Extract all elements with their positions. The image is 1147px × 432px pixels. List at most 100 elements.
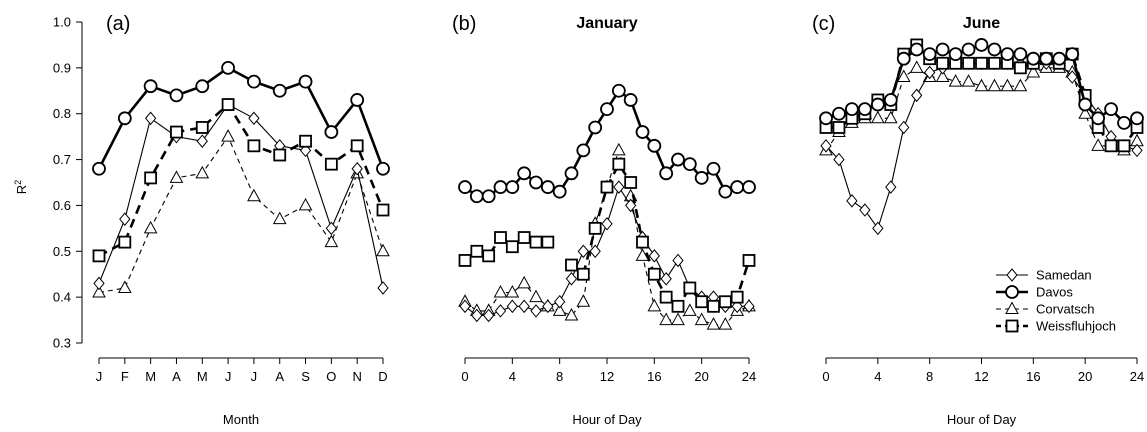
panel-1: (a) 0.3 0.4 0.5 0.6 0.7 0.8 0.9 1.0 J F M A M J J A S O N D M… [53,13,390,427]
data-point [695,295,709,309]
data-point [483,308,495,323]
data-point [195,165,210,179]
data-point [247,188,261,202]
data-point [505,180,520,194]
data-point [506,299,518,314]
data-point [1013,78,1028,92]
series-weissfluhjoch [458,157,756,313]
x-tick-label: 12 [974,369,988,384]
data-point [647,298,662,312]
data-point [195,121,209,134]
data-point [859,203,871,217]
panel-2: (b) January 0 4 8 12 16 20 24 Hour of Day [452,13,756,427]
data-point [324,125,339,139]
data-point [1065,47,1080,61]
data-point [143,220,158,234]
series-line [98,103,384,289]
data-point [221,129,235,142]
data-point [742,254,756,267]
data-point [987,42,1002,57]
data-point [493,285,508,298]
data-point [625,198,637,213]
data-point [962,56,975,70]
y-tick-label: 0.6 [53,198,71,213]
data-point [248,111,260,126]
data-point [589,244,601,259]
legend-marker [1005,319,1019,333]
data-point [706,161,721,176]
x-tick-label: D [378,369,387,384]
data-point [576,267,590,281]
data-point [671,312,685,326]
panel-label: (a) [106,13,130,35]
data-point [530,304,542,318]
data-point [517,231,531,244]
series-line [98,103,385,258]
legend-marker [1006,268,1018,282]
x-tick-label: 8 [556,369,563,384]
series-davos [92,60,390,176]
data-point [683,281,697,295]
data-point [470,244,484,258]
data-point [1078,97,1093,112]
data-point [935,42,950,57]
data-point [92,161,106,176]
data-point [1013,47,1028,61]
data-point [612,157,626,171]
x-axis: J F M A M J J A S O N D Month [96,357,388,427]
data-point [565,258,578,272]
data-point [518,299,530,314]
data-point [1078,106,1093,119]
data-point [635,125,650,139]
data-point [671,299,685,313]
data-point [694,171,709,185]
data-point [743,299,755,314]
x-tick-label: 24 [1130,369,1144,384]
data-point [659,312,674,326]
data-point [469,189,484,204]
data-point [682,303,697,316]
data-point [961,42,976,57]
data-point [298,197,313,211]
data-point [273,148,287,162]
data-point [1052,51,1067,66]
series-weissfluhjoch [92,98,390,263]
data-point [144,111,157,126]
data-point [833,152,845,167]
data-point [117,111,132,126]
data-point [623,93,638,107]
data-point [706,317,721,330]
data-point [974,38,989,52]
x-axis-title: Month [223,412,259,427]
x-axis-title: Hour of Day [572,412,642,427]
legend-marker [1005,301,1019,314]
x-tick-label: A [172,369,181,384]
data-point [1104,139,1118,153]
data-point [898,120,910,135]
data-point [718,317,733,330]
series-weissfluhjoch [819,38,1144,153]
data-point [118,235,132,249]
data-point [93,276,105,291]
x-tick-label: 0 [461,369,468,384]
data-point [635,248,650,261]
data-point [1066,70,1078,84]
data-point [494,231,507,244]
data-point [883,110,898,124]
data-point [350,93,365,107]
data-point [988,56,1001,70]
x-tick-label: 16 [647,369,661,384]
data-point [325,221,338,236]
data-point [529,289,543,303]
y-tick-label: 1.0 [53,15,71,30]
data-point [376,203,390,217]
data-point [493,180,508,194]
data-point [169,170,184,183]
data-point [324,234,339,248]
x-tick-label: J [96,369,103,384]
data-point [517,166,532,181]
y-tick-label: 0.4 [53,290,71,305]
data-point [1131,143,1143,158]
y-axis-title: R2 [13,180,29,194]
data-point [350,139,364,153]
